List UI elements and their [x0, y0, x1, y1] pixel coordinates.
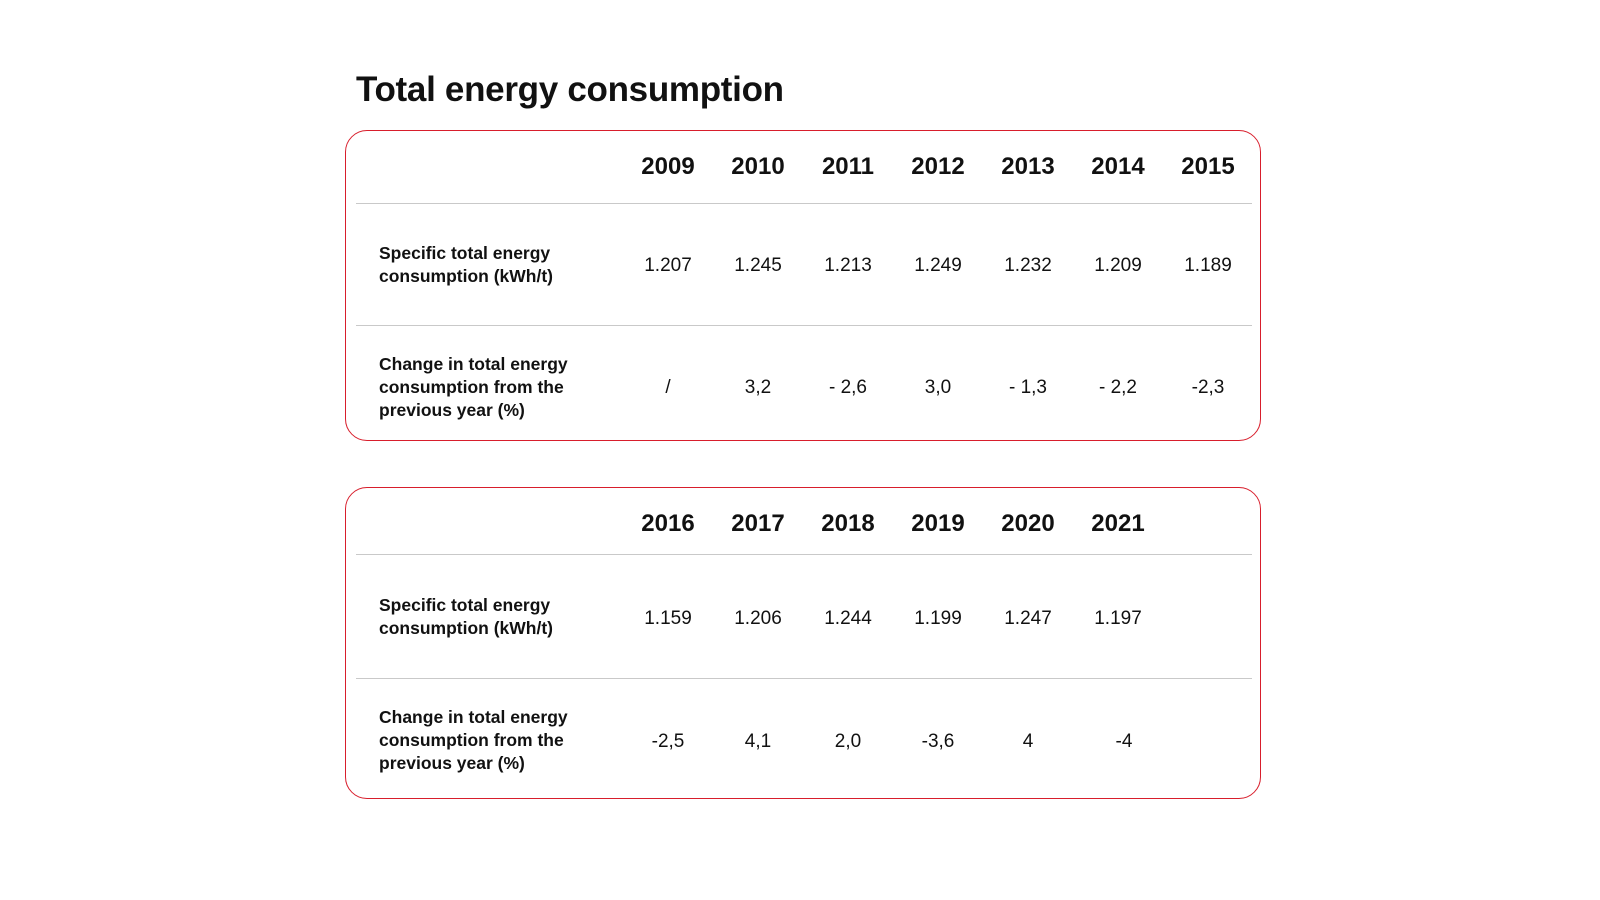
year-header: 2017 [731, 510, 785, 537]
table-cell: / [665, 377, 671, 398]
table-cell: 1.213 [824, 255, 872, 276]
table-cell: 3,0 [924, 377, 952, 398]
year-header: 2013 [1001, 153, 1055, 180]
year-header: 2015 [1181, 153, 1235, 180]
table-cell: 1.245 [734, 255, 782, 276]
row-label-change-percent: Change in total energy consumption from … [379, 707, 568, 773]
year-header: 2012 [911, 153, 965, 180]
table-cell: 1.197 [1094, 608, 1142, 629]
table-cell: 3,2 [744, 377, 772, 398]
year-header: 2020 [1001, 510, 1055, 537]
year-header: 2014 [1091, 153, 1145, 180]
year-header: 2021 [1091, 510, 1145, 537]
table-cell: 1.206 [734, 608, 782, 629]
year-header: 2009 [641, 153, 695, 180]
table-cell: 1.189 [1184, 255, 1232, 276]
divider [356, 325, 1252, 326]
row-label-specific-consumption: Specific total energy consumption (kWh/t… [379, 595, 554, 638]
year-header: 2016 [641, 510, 695, 537]
table-cell: 1.199 [914, 608, 962, 629]
year-header: 2010 [731, 153, 785, 180]
table-cell: 1.244 [824, 608, 872, 629]
table-cell: - 1,3 [1008, 377, 1048, 398]
table-cell: -4 [1115, 731, 1133, 752]
table-cell: - 2,6 [828, 377, 868, 398]
year-header: 2019 [911, 510, 965, 537]
table-cell: 2,0 [834, 731, 862, 752]
table-cell: -2,5 [651, 731, 685, 752]
row-label-specific-consumption: Specific total energy consumption (kWh/t… [379, 243, 554, 286]
table-cell: -3,6 [921, 731, 955, 752]
table-cell: 4,1 [744, 731, 772, 752]
divider [356, 554, 1252, 555]
table-cell: 1.249 [914, 255, 962, 276]
divider [356, 678, 1252, 679]
year-header: 2018 [821, 510, 875, 537]
table-cell: 1.247 [1004, 608, 1052, 629]
year-header: 2011 [821, 153, 875, 180]
table-cell: 1.232 [1004, 255, 1052, 276]
energy-table-2009-2015: 2009 2010 2011 2012 2013 2014 2015 Speci… [345, 130, 1261, 441]
page-title: Total energy consumption [356, 70, 784, 109]
energy-table-2016-2021: 2016 2017 2018 2019 2020 2021 Specific t… [345, 487, 1261, 799]
divider [356, 203, 1252, 204]
table-cell: 4 [1022, 731, 1034, 752]
table-cell: 1.159 [644, 608, 692, 629]
table-cell: -2,3 [1191, 377, 1225, 398]
table-cell: - 2,2 [1098, 377, 1138, 398]
table-cell: 1.207 [644, 255, 692, 276]
table-cell: 1.209 [1094, 255, 1142, 276]
row-label-change-percent: Change in total energy consumption from … [379, 354, 568, 420]
